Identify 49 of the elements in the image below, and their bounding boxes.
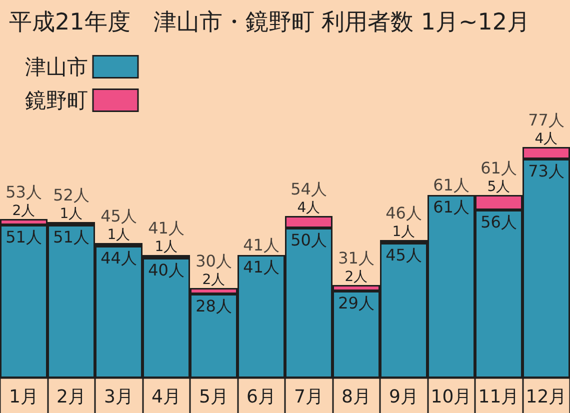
data-label: 2人: [12, 203, 36, 219]
data-label: 4人: [534, 131, 558, 147]
data-label: 1人: [60, 206, 83, 222]
data-label: 50人: [290, 230, 327, 250]
total-label: 53人: [6, 182, 42, 202]
x-tick-label: 6月: [246, 386, 276, 408]
data-label: 29人: [338, 294, 374, 312]
total-label: 52人: [53, 186, 90, 204]
data-label: 73人: [528, 162, 564, 180]
x-tick-label: 2月: [56, 386, 86, 408]
total-label: 61人: [433, 176, 470, 194]
data-label: 51人: [53, 228, 90, 246]
data-label: 4人: [297, 200, 320, 216]
data-label: 2人: [202, 272, 226, 288]
data-label: 51人: [6, 228, 42, 246]
total-label: 54人: [290, 180, 327, 198]
data-label: 2人: [344, 269, 368, 285]
data-label: 28人: [196, 296, 232, 316]
data-label: 44人: [100, 248, 137, 268]
x-tick-label: 8月: [342, 386, 371, 408]
data-label: 41人: [243, 258, 280, 276]
total-label: 31人: [338, 248, 374, 268]
legend-label: 津山市: [25, 54, 88, 79]
data-label: 1人: [392, 224, 416, 240]
x-tick-label: 12月: [526, 386, 567, 408]
x-tick-label: 10月: [430, 386, 472, 408]
x-tick-label: 1月: [9, 386, 38, 408]
chart-title: 平成21年度 津山市・鏡野町 利用者数 1月~12月: [9, 10, 530, 36]
data-label: 45人: [386, 246, 422, 264]
data-label: 5人: [487, 179, 510, 195]
data-label: 40人: [148, 260, 184, 280]
total-label: 41人: [148, 218, 184, 238]
total-label: 45人: [100, 206, 137, 226]
total-label: 41人: [243, 236, 280, 254]
legend-label: 鏡野町: [25, 88, 88, 112]
x-tick-label: 5月: [199, 386, 228, 408]
x-tick-label: 7月: [294, 386, 324, 408]
x-tick-label: 9月: [389, 386, 418, 408]
data-label: 1人: [154, 239, 178, 255]
total-label: 77人: [528, 110, 564, 130]
total-label: 61人: [480, 158, 517, 178]
x-tick-label: 11月: [478, 386, 520, 408]
data-label: 1人: [107, 227, 130, 243]
data-label: 61人: [433, 198, 470, 216]
x-tick-label: 3月: [104, 386, 134, 408]
data-label: 56人: [480, 212, 517, 232]
total-label: 46人: [386, 204, 422, 222]
x-tick-label: 4月: [152, 386, 181, 408]
total-label: 30人: [196, 252, 232, 270]
